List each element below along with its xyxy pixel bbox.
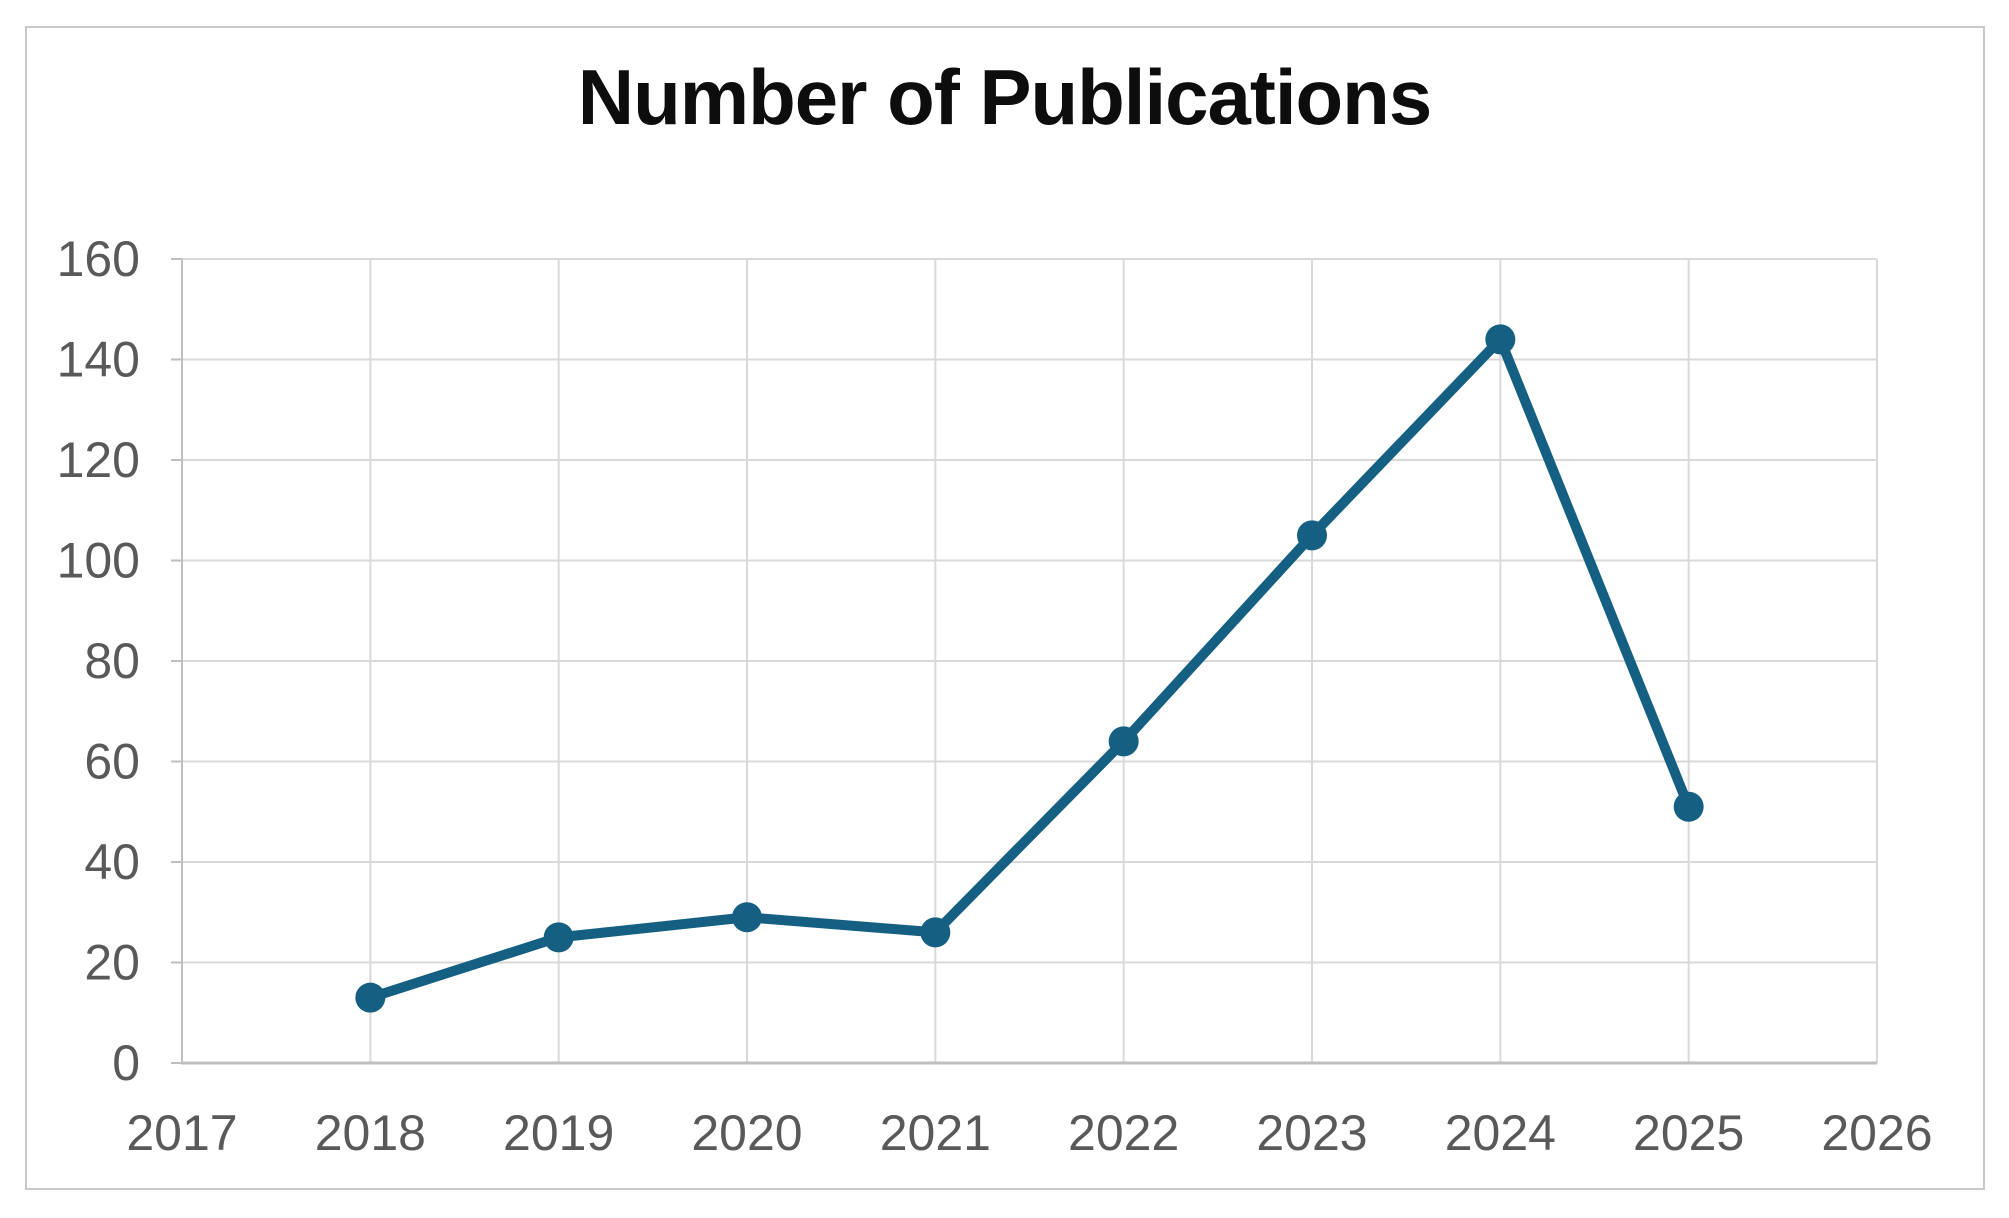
data-point bbox=[1673, 791, 1704, 822]
chart-title: Number of Publications bbox=[577, 53, 1432, 141]
series-line bbox=[365, 334, 1694, 1003]
data-point bbox=[920, 917, 951, 948]
x-axis-label: 2024 bbox=[1445, 1105, 1556, 1161]
y-axis-label: 160 bbox=[57, 231, 140, 287]
y-axis-label: 80 bbox=[84, 633, 140, 689]
gridlines bbox=[181, 258, 1878, 1063]
y-axis-label: 60 bbox=[84, 734, 140, 790]
chart-frame bbox=[25, 26, 1985, 1190]
data-point bbox=[543, 922, 574, 953]
x-axis-label: 2019 bbox=[503, 1105, 614, 1161]
data-point bbox=[1297, 520, 1327, 551]
x-axis-label: 2025 bbox=[1633, 1105, 1744, 1161]
y-axis-label: 0 bbox=[112, 1035, 140, 1091]
data-point bbox=[732, 902, 762, 933]
y-axis-label: 40 bbox=[84, 834, 140, 890]
y-axis-label: 100 bbox=[57, 533, 140, 589]
x-axis-label: 2022 bbox=[1068, 1105, 1179, 1161]
data-point bbox=[1108, 726, 1139, 757]
y-axis: 0 20 40 60 80 100 120 140 160 bbox=[57, 231, 182, 1091]
y-axis-label: 140 bbox=[57, 332, 140, 388]
x-axis: 2017 2018 2019 2020 2021 2022 2023 2024 2025 2026 bbox=[126, 1105, 1932, 1161]
y-axis-label: 120 bbox=[57, 432, 140, 488]
y-axis-label: 20 bbox=[84, 935, 140, 991]
data-point bbox=[1485, 324, 1516, 355]
x-axis-label: 2026 bbox=[1821, 1105, 1932, 1161]
x-axis-label: 2023 bbox=[1256, 1105, 1367, 1161]
x-axis-label: 2021 bbox=[880, 1105, 991, 1161]
plot-area-border bbox=[181, 258, 1878, 1065]
data-point bbox=[355, 982, 386, 1013]
x-axis-label: 2018 bbox=[315, 1105, 426, 1161]
x-axis-label: 2020 bbox=[691, 1105, 802, 1161]
x-axis-label: 2017 bbox=[126, 1105, 237, 1161]
